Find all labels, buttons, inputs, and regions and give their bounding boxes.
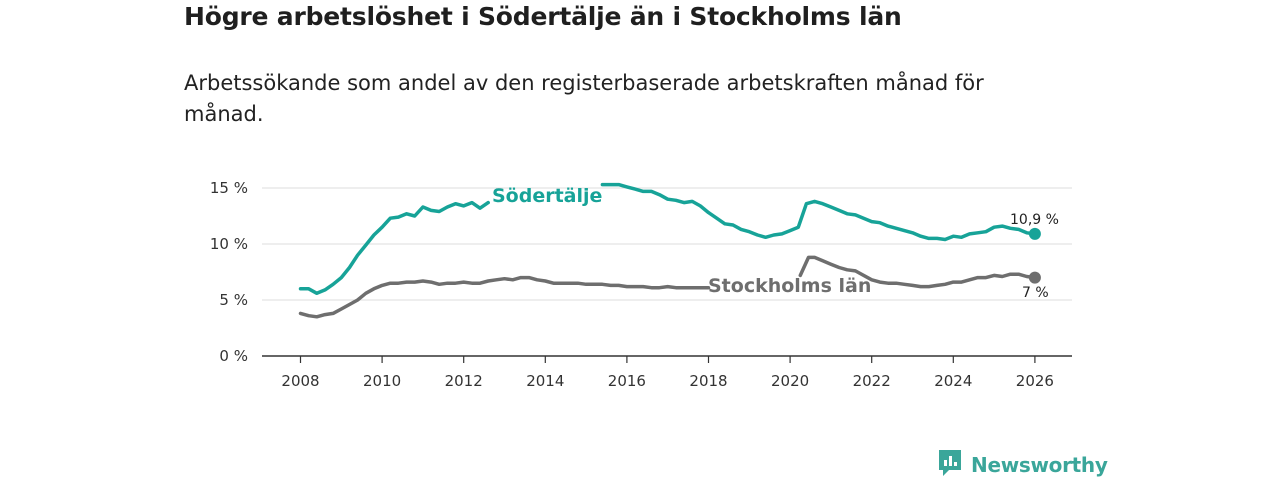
chart-title: Högre arbetslöshet i Södertälje än i Sto… bbox=[184, 2, 902, 31]
x-tick-label: 2014 bbox=[526, 372, 564, 390]
series-label-sodertalje: Södertälje bbox=[492, 185, 602, 207]
x-tick-label: 2024 bbox=[934, 372, 972, 390]
series-line-stockholm bbox=[798, 255, 1037, 289]
series-labels: Södertälje Stockholms län 10,9 % 7 % bbox=[492, 185, 1059, 301]
x-tick-label: 2008 bbox=[281, 372, 319, 390]
end-label-sodertalje: 10,9 % bbox=[1010, 212, 1059, 228]
y-tick-label: 10 % bbox=[210, 235, 248, 253]
newsworthy-brand[interactable]: Newsworthy bbox=[937, 448, 1108, 482]
x-tick-label: 2020 bbox=[771, 372, 809, 390]
y-axis-tick-labels: 0 % 5 % 10 % 15 % bbox=[210, 179, 248, 365]
x-tick-label: 2012 bbox=[445, 372, 483, 390]
series-lines bbox=[298, 182, 1041, 319]
x-tick-label: 2010 bbox=[363, 372, 401, 390]
x-tick-label: 2026 bbox=[1016, 372, 1054, 390]
series-line-sodertalje bbox=[600, 182, 1037, 242]
x-tick-label: 2016 bbox=[608, 372, 646, 390]
series-label-stockholm: Stockholms län bbox=[708, 275, 871, 297]
x-tick-label: 2018 bbox=[689, 372, 727, 390]
end-label-stockholm: 7 % bbox=[1022, 285, 1049, 301]
series-line-stockholm bbox=[298, 275, 711, 319]
grid-lines bbox=[262, 187, 1072, 301]
series-line-sodertalje bbox=[298, 200, 490, 296]
y-tick-label: 0 % bbox=[219, 347, 248, 365]
y-tick-label: 5 % bbox=[219, 291, 248, 309]
y-tick-label: 15 % bbox=[210, 179, 248, 197]
newsworthy-logo-icon bbox=[937, 448, 963, 482]
brand-name: Newsworthy bbox=[971, 453, 1108, 477]
line-chart: 0 %5 %10 %15 % 2008 2010 2012 2014 2016 2018 2… bbox=[210, 179, 1072, 390]
x-axis: 2008 2010 2012 2014 2016 2018 2020 2022 2024 2026 bbox=[262, 355, 1072, 390]
chart-subtitle: Arbetssökande som andel av den registerb… bbox=[184, 71, 984, 126]
x-tick-label: 2022 bbox=[853, 372, 891, 390]
end-point-stockholm bbox=[1028, 271, 1041, 284]
end-point-sodertalje bbox=[1028, 227, 1041, 240]
